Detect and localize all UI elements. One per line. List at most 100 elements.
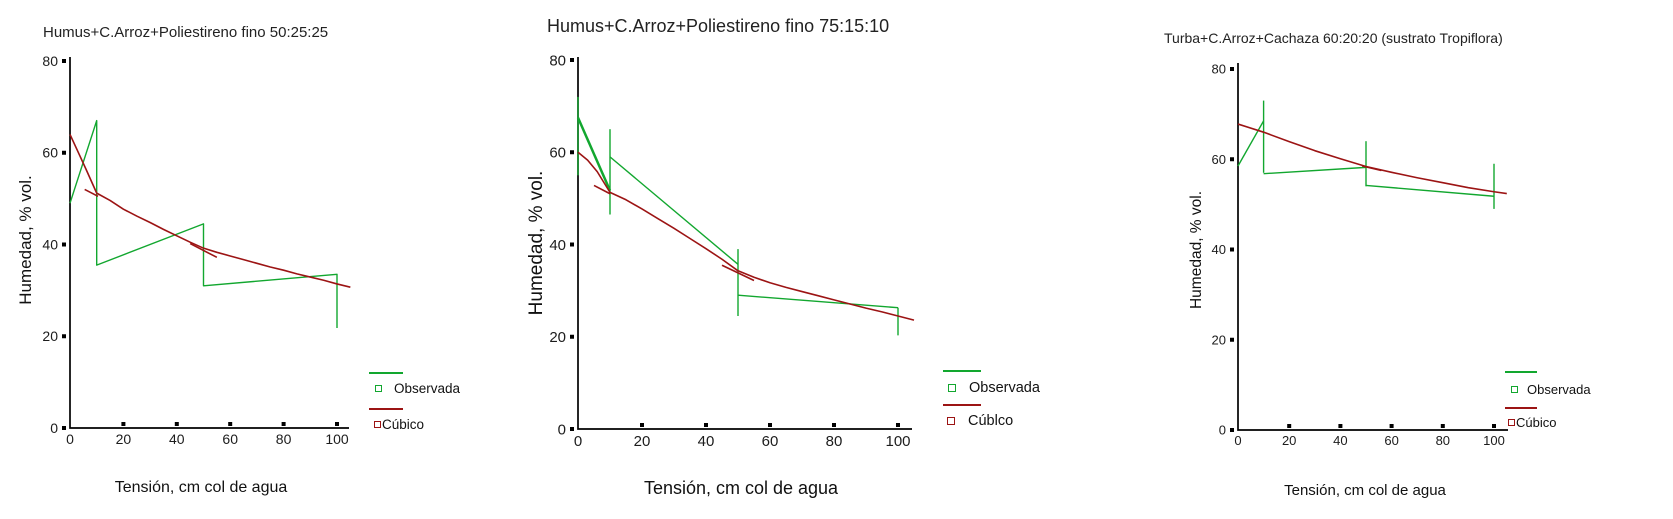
legend-item-cubico: Cúbico xyxy=(374,417,424,432)
cubico-fit-dash xyxy=(189,242,218,259)
y-tick-mark xyxy=(570,150,574,155)
chart-2-plot: 0 20 40 60 80 0 20 40 60 80 100 xyxy=(549,52,915,450)
y-tick-mark xyxy=(1230,337,1234,342)
y-tick-label: 60 xyxy=(42,145,58,161)
x-tick-label: 60 xyxy=(222,431,238,447)
x-tick-mark xyxy=(1338,424,1343,428)
x-tick-mark xyxy=(1287,424,1292,428)
y-tick-label: 0 xyxy=(558,421,566,438)
x-tick-mark xyxy=(1389,424,1394,428)
y-tick-label: 20 xyxy=(1212,332,1226,347)
cubico-fit-dash xyxy=(1361,165,1382,172)
y-tick-mark xyxy=(570,58,574,62)
series-cubico-curve xyxy=(69,134,351,288)
y-tick-label: 0 xyxy=(50,420,58,436)
axis-lines xyxy=(1237,63,1508,431)
y-tick-mark xyxy=(62,150,66,155)
x-tick-label: 60 xyxy=(1384,433,1398,448)
y-tick-label: 40 xyxy=(1212,242,1226,257)
chart-1-x-axis-label: Tensión, cm col de agua xyxy=(114,479,288,496)
y-tick-label: 80 xyxy=(1212,62,1226,77)
axis-lines xyxy=(69,57,349,429)
legend-cubico-line-sample xyxy=(369,408,403,410)
x-tick-mark xyxy=(121,422,126,426)
y-tick-mark xyxy=(1230,247,1234,252)
series-cubico-curve xyxy=(1237,123,1507,195)
x-tick-label: 100 xyxy=(885,433,910,450)
legend-observada-line-sample xyxy=(1505,371,1537,373)
y-tick-label: 40 xyxy=(549,237,566,254)
legend-cubico-line-sample xyxy=(943,404,981,406)
series-observada-line xyxy=(737,294,899,309)
x-tick-mark xyxy=(281,422,286,426)
legend-cubico-label: Cúbico xyxy=(1516,415,1557,430)
x-tick-label: 40 xyxy=(698,433,715,450)
series-cubico-curve xyxy=(577,151,915,321)
legend-observada-label: Observada xyxy=(1527,382,1591,397)
chart-2-x-axis-label: Tensión, cm col de agua xyxy=(643,478,839,498)
legend-item-cubico: Cúbico xyxy=(1508,415,1556,430)
chart-1-plot: 0 20 40 60 80 0 20 40 60 80 100 xyxy=(42,53,351,447)
chart-3-plot: 0 20 40 60 80 0 20 40 60 80 100 xyxy=(1212,62,1508,448)
y-tick-label: 80 xyxy=(42,53,58,69)
x-tick-label: 40 xyxy=(169,431,185,447)
x-tick-label: 80 xyxy=(826,433,843,450)
y-tick-label: 80 xyxy=(549,52,566,69)
legend-item-cubico: Cúblco xyxy=(947,413,1013,429)
y-tick-mark xyxy=(62,59,66,63)
x-tick-label: 80 xyxy=(1436,433,1450,448)
y-tick-label: 20 xyxy=(549,329,566,346)
legend-observada-label: Observada xyxy=(969,380,1040,396)
chart-2-title: Humus+C.Arroz+Poliestireno fino 75:15:10 xyxy=(547,16,890,36)
x-tick-mark xyxy=(228,422,233,426)
x-tick-mark xyxy=(335,422,339,426)
y-tick-mark xyxy=(570,242,574,247)
series-observada-line xyxy=(69,119,338,328)
chart-3-title: Turba+C.Arroz+Cachaza 60:20:20 (sustrato… xyxy=(1164,30,1503,46)
axis-lines xyxy=(577,57,912,430)
x-tick-mark xyxy=(768,423,772,427)
cubico-marker-icon xyxy=(1508,419,1515,426)
chart-1-y-axis-label: Humedad, % vol. xyxy=(16,175,35,305)
x-tick-label: 40 xyxy=(1333,433,1347,448)
y-tick-label: 40 xyxy=(42,236,58,252)
series-observada-line xyxy=(609,156,739,265)
cubico-fit-dash xyxy=(721,264,755,282)
series-observada-line xyxy=(576,117,612,192)
x-tick-mark xyxy=(896,423,900,427)
x-tick-label: 100 xyxy=(1483,433,1505,448)
y-tick-mark xyxy=(62,334,66,339)
series-observada-line xyxy=(1237,120,1265,167)
legend-cubico-label: Cúblco xyxy=(968,413,1014,429)
x-tick-label: 20 xyxy=(116,431,132,447)
x-tick-mark xyxy=(832,423,836,427)
x-tick-label: 20 xyxy=(1282,433,1296,448)
chart-3-y-axis-label: Humedad, % vol. xyxy=(1188,190,1205,310)
y-tick-mark xyxy=(1230,67,1234,71)
y-tick-label: 60 xyxy=(549,145,566,162)
x-tick-label: 60 xyxy=(762,433,779,450)
legend-cubico-label: Cúbico xyxy=(382,417,425,432)
legend-item-observada: Observada xyxy=(1511,382,1591,397)
y-tick-label: 60 xyxy=(1212,152,1226,167)
series-observada-line xyxy=(1263,166,1367,175)
y-tick-mark xyxy=(62,242,66,247)
cubico-marker-icon xyxy=(947,417,955,425)
y-tick-mark xyxy=(1230,428,1234,432)
x-tick-label: 0 xyxy=(1234,433,1241,448)
observada-marker-icon xyxy=(375,385,382,392)
cubico-fit-dash xyxy=(84,188,99,198)
y-tick-label: 20 xyxy=(42,328,58,344)
legend-observada-line-sample xyxy=(369,372,403,374)
x-tick-label: 0 xyxy=(66,431,74,447)
y-tick-mark xyxy=(570,427,574,431)
cubico-fit-dash xyxy=(593,184,611,195)
y-tick-mark xyxy=(570,334,574,339)
cubico-marker-icon xyxy=(374,421,381,428)
y-tick-mark xyxy=(62,426,66,430)
x-tick-mark xyxy=(1492,424,1496,428)
x-tick-label: 20 xyxy=(634,433,651,450)
chart-2-y-axis-label: Humedad, % vol. xyxy=(526,170,547,316)
